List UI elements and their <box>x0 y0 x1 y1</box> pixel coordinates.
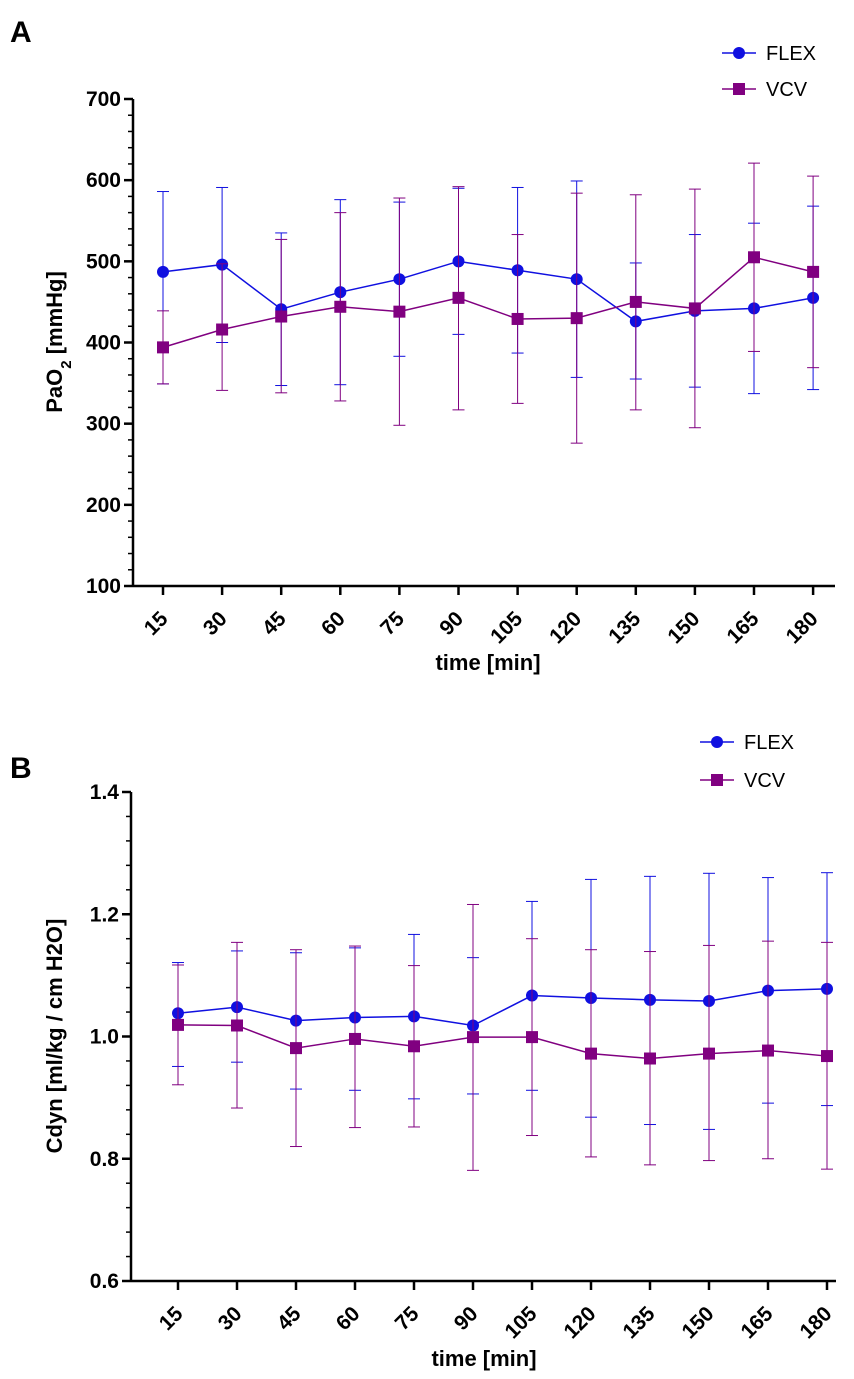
panel-b-y-axis-title: Cdyn [ml/kg / cm H2O] <box>42 919 67 1154</box>
panel-b-x-tick-label: 180 <box>795 1302 836 1343</box>
panel-a-vcv-point <box>275 310 288 323</box>
panel-a-plot: 100 200 300 400 500 600 700 15 30 45 60 75 90 105 120 1… <box>86 43 835 648</box>
panel-b-flex-line <box>177 988 828 1027</box>
panel-b-x-tick-label: 120 <box>559 1302 600 1343</box>
panel-a-x-tick-label: 150 <box>663 607 704 648</box>
panel-b-vcv-point <box>290 1042 302 1055</box>
panel-a-x-tick-label: 165 <box>722 607 763 648</box>
panel-a-vcv-point <box>748 251 760 264</box>
panel-a-y-axis-title: PaO2 [mmHg] <box>42 271 75 413</box>
panel-a-y-tick-label: 700 <box>86 88 121 111</box>
panel-b-x-tick-label: 165 <box>736 1302 777 1343</box>
panel-a-x-tick-label: 105 <box>486 607 527 648</box>
panel-b-vcv-series <box>172 903 833 1171</box>
panel-a-y-tick-label: 600 <box>86 169 121 192</box>
panel-a-y-axis-title-sub: 2 <box>58 360 75 368</box>
panel-b-y-tick-label: 0.8 <box>90 1148 120 1171</box>
panel-b-vcv-point <box>644 1052 656 1065</box>
panel-a-vcv-point <box>334 300 347 313</box>
panel-b-vcv-line <box>177 1024 828 1060</box>
panel-a-flex-line <box>162 260 814 323</box>
panel-a-x-tick-label: 180 <box>782 607 823 648</box>
panel-b-flex-series <box>172 872 833 1130</box>
panel-b-x-tick-label: 105 <box>500 1302 541 1343</box>
panel-a-vcv-point <box>511 312 524 325</box>
panel-b-vcv-point <box>821 1050 833 1063</box>
panel-a-vcv-point <box>570 312 583 325</box>
panel-b-vcv-point <box>231 1019 243 1032</box>
panel-a-x-tick-label: 120 <box>545 607 586 648</box>
panel-b-x-axis-title: time [min] <box>431 1346 536 1371</box>
panel-a-vcv-point <box>216 323 229 336</box>
panel-b-label: B <box>10 752 32 785</box>
panel-a-vcv-point <box>807 265 820 278</box>
panel-a-vcv-point <box>393 305 406 318</box>
panel-a-y-tick-label: 200 <box>86 494 121 517</box>
panel-b-x-tick-label: 75 <box>391 1302 424 1335</box>
panel-a-vcv-series <box>157 162 820 444</box>
panel-a-y-tick-label: 100 <box>86 575 121 598</box>
panel-b-flex-legend-label: FLEX <box>744 732 794 754</box>
panel-a-x-axis-title: time [min] <box>435 650 540 675</box>
panel-a-x-tick-label: 135 <box>604 607 645 648</box>
panel-b-y-tick-label: 1.0 <box>90 1026 119 1049</box>
panel-b-vcv-legend-label: VCV <box>744 770 786 792</box>
panel-a-flex-legend-label: FLEX <box>766 43 816 65</box>
panel-b-vcv-point <box>526 1031 538 1044</box>
panel-a-vcv-point <box>157 341 169 354</box>
panel-b-y-tick-label: 1.2 <box>90 903 119 926</box>
panel-b-vcv-point <box>762 1044 774 1057</box>
panel-b-x-tick-label: 60 <box>332 1302 365 1335</box>
panel-a-y-tick-label: 400 <box>86 332 121 355</box>
panel-a-vcv-legend-marker <box>733 83 745 95</box>
panel-b-x-tick-label: 90 <box>450 1302 483 1335</box>
panel-b-vcv-point <box>585 1047 597 1060</box>
panel-b-vcv-point <box>703 1047 715 1060</box>
panel-a-x-tick-label: 30 <box>199 607 232 640</box>
panel-a-y-axis-title-unit: [mmHg] <box>42 271 67 360</box>
panel-a-y-tick-label: 500 <box>86 250 121 273</box>
panel-a-label: A <box>10 16 32 49</box>
panel-b-flex-legend-marker <box>711 736 723 748</box>
panel-a-y-tick-label: 300 <box>86 413 121 436</box>
panel-a-vcv-legend-label: VCV <box>766 79 808 101</box>
panel-b-x-tick-label: 135 <box>618 1302 659 1343</box>
panel-a-flex-legend-marker <box>733 47 745 59</box>
panel-b-plot: 0.6 0.8 1.0 1.2 1.4 15 30 45 60 75 90 105 120 135 150 1… <box>90 732 837 1343</box>
panel-a-vcv-point <box>452 291 465 304</box>
panel-b-vcv-point <box>172 1018 184 1031</box>
panel-a-x-tick-label: 60 <box>317 607 350 640</box>
panel-b-y-tick-label: 1.4 <box>90 781 120 804</box>
panel-a-vcv-point <box>688 302 701 315</box>
panel-a-x-tick-label: 90 <box>435 607 468 640</box>
panel-b-vcv-point <box>408 1040 420 1053</box>
panel-b-vcv-legend-marker <box>711 774 723 786</box>
panel-b-x-tick-label: 150 <box>677 1302 718 1343</box>
panel-a-x-tick-label: 75 <box>376 607 409 640</box>
panel-b-x-tick-label: 30 <box>214 1302 247 1335</box>
panel-b-x-tick-label: 15 <box>155 1302 188 1335</box>
panel-b-y-tick-label: 0.6 <box>90 1270 119 1293</box>
panel-b-vcv-point <box>467 1031 479 1044</box>
panel-a-flex-point <box>157 265 169 278</box>
panel-a-y-axis-title-main: PaO <box>42 369 67 413</box>
panel-a-vcv-point <box>629 295 642 308</box>
panel-a-x-tick-label: 15 <box>140 607 173 640</box>
panel-b-x-tick-label: 45 <box>273 1302 306 1335</box>
panel-a-x-tick-label: 45 <box>258 607 291 640</box>
panel-b-vcv-point <box>349 1032 361 1045</box>
panel-a-vcv-line <box>162 256 814 349</box>
